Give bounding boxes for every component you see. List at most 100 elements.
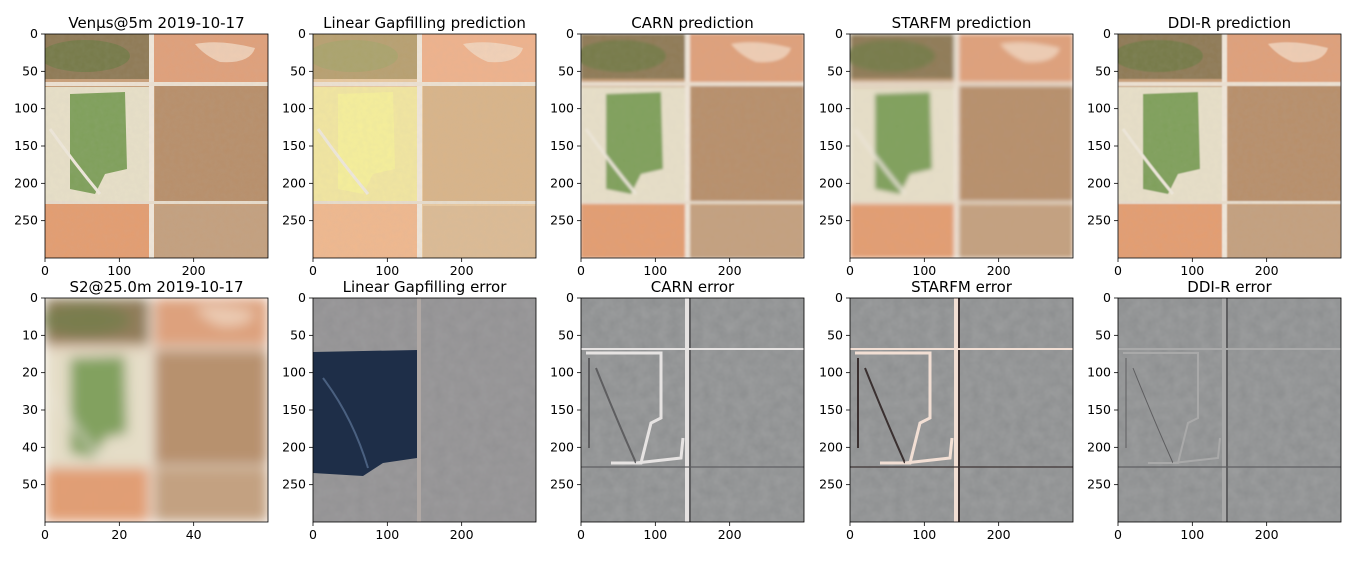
y-tick-label: 100: [282, 365, 306, 380]
x-tick-label: 100: [1180, 263, 1204, 278]
x-tick-label: 0: [41, 263, 49, 278]
x-tick-label: 200: [450, 263, 474, 278]
y-tick-label: 50: [1095, 327, 1111, 342]
panel-image: [1118, 298, 1341, 522]
y-tick-label: 100: [1087, 101, 1111, 116]
x-tick-label: 40: [186, 527, 202, 542]
error-road-shadow: [689, 298, 691, 522]
y-tick-label: 150: [819, 138, 843, 153]
x-tick-label: 0: [846, 527, 854, 542]
y-tick-label: 100: [1087, 365, 1111, 380]
y-tick-label: 100: [14, 101, 38, 116]
error-field-edge-2: [588, 358, 637, 464]
y-tick-label: 0: [1103, 290, 1111, 305]
y-tick-label: 100: [819, 365, 843, 380]
panel-7: Linear Gapfilling error 0 50 100 150 200 250 0 1…: [282, 278, 537, 542]
x-tick-label: 0: [846, 263, 854, 278]
y-tick-label: 30: [22, 402, 38, 417]
error-texture: [850, 298, 1073, 522]
error-road-edge-h2: [1118, 466, 1341, 468]
y-tick-label: 250: [282, 477, 306, 492]
x-tick-label: 100: [912, 527, 936, 542]
texture: [45, 34, 268, 258]
y-tick-label: 150: [282, 138, 306, 153]
panel-6: S2@25.0m 2019-10-17 0 10 20 30 40 50 0 20 40: [22, 278, 269, 542]
y-tick-label: 100: [550, 365, 574, 380]
y-tick-label: 50: [558, 63, 574, 78]
x-tick-label: 100: [912, 263, 936, 278]
x-tick-label: 0: [309, 527, 317, 542]
y-tick-label: 50: [827, 63, 843, 78]
y-tick-label: 0: [298, 26, 306, 41]
y-tick-label: 250: [819, 213, 843, 228]
error-road-edge: [1222, 298, 1226, 522]
panel-image: [313, 34, 536, 258]
y-tick-label: 150: [550, 138, 574, 153]
y-tick-label: 50: [558, 327, 574, 342]
error-texture: [581, 298, 804, 522]
y-tick-label: 50: [1095, 63, 1111, 78]
y-tick-label: 250: [1087, 213, 1111, 228]
x-tick-label: 100: [375, 527, 399, 542]
error-road-shadow: [958, 298, 960, 522]
y-tick-label: 200: [14, 175, 38, 190]
error-road-edge-h: [850, 348, 1073, 350]
texture: [850, 34, 1073, 258]
x-tick-label: 0: [577, 527, 585, 542]
y-tick-label: 100: [282, 101, 306, 116]
panel-2: Linear Gapfilling prediction 0 50 100 150 200…: [282, 14, 537, 278]
panel-4: STARFM prediction 0 50 100 150 200 250 0 100 200: [819, 14, 1074, 278]
panel-title: CARN prediction: [631, 14, 753, 32]
y-tick-label: 0: [835, 26, 843, 41]
panel-title: DDI-R error: [1187, 278, 1272, 296]
y-tick-label: 0: [30, 290, 38, 305]
y-tick-label: 50: [290, 327, 306, 342]
error-texture: [1118, 298, 1341, 522]
y-tick-label: 200: [819, 175, 843, 190]
x-tick-label: 200: [718, 263, 742, 278]
panel-image: [45, 298, 268, 522]
error-road-edge: [685, 298, 689, 522]
texture: [45, 298, 268, 522]
panel-title: STARFM prediction: [892, 14, 1032, 32]
error-field-edge-3: [904, 437, 954, 465]
y-tick-label: 200: [550, 439, 574, 454]
panel-image: [1118, 34, 1341, 258]
panel-8: CARN error 0 50 100 150 200 250 0 100 200: [550, 278, 805, 542]
x-tick-label: 200: [182, 263, 206, 278]
error-road-edge-h: [1118, 348, 1341, 350]
y-tick-label: 0: [566, 26, 574, 41]
x-tick-label: 0: [1114, 527, 1122, 542]
y-tick-label: 200: [1087, 175, 1111, 190]
y-tick-label: 150: [550, 402, 574, 417]
panel-1: Venµs@5m 2019-10-17 0 50 100 150 200 250 0 100 20…: [14, 14, 269, 278]
y-tick-label: 250: [819, 477, 843, 492]
panel-10: DDI-R error 0 50 100 150 200 250 0 100 200: [1087, 278, 1342, 542]
y-tick-label: 250: [14, 213, 38, 228]
x-tick-label: 200: [1255, 527, 1279, 542]
x-tick-label: 200: [718, 527, 742, 542]
y-tick-label: 250: [550, 477, 574, 492]
y-tick-label: 250: [282, 213, 306, 228]
y-tick-label: 100: [819, 101, 843, 116]
error-field-edge-2: [1125, 358, 1174, 464]
panel-image: [581, 34, 804, 258]
error-road-edge-h: [581, 348, 804, 350]
texture: [1118, 34, 1341, 258]
y-tick-label: 0: [298, 290, 306, 305]
texture: [313, 34, 536, 258]
y-tick-label: 0: [566, 290, 574, 305]
y-tick-label: 250: [550, 213, 574, 228]
y-tick-label: 150: [819, 402, 843, 417]
x-tick-label: 100: [107, 263, 131, 278]
error-field-edge-3: [1172, 437, 1221, 464]
x-tick-label: 0: [577, 263, 585, 278]
y-tick-label: 0: [30, 26, 38, 41]
texture: [581, 34, 804, 258]
panel-title: Linear Gapfilling prediction: [323, 14, 526, 32]
x-tick-label: 200: [450, 527, 474, 542]
panel-title: Venµs@5m 2019-10-17: [68, 14, 244, 32]
error-road-shadow: [1226, 298, 1228, 522]
panel-title: DDI-R prediction: [1168, 14, 1291, 32]
